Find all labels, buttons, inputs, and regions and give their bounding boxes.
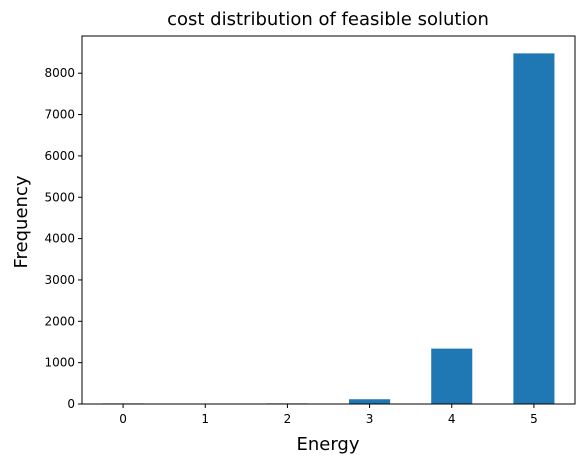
chart-title: cost distribution of feasible solution <box>167 9 489 30</box>
y-axis-label: Frequency <box>11 175 32 268</box>
y-tick-label: 7000 <box>44 108 75 122</box>
bars-group <box>102 53 555 404</box>
bar-4 <box>431 348 473 404</box>
x-tick-label: 0 <box>119 412 127 426</box>
y-tick-label: 5000 <box>44 190 75 204</box>
y-tick-label: 8000 <box>44 66 75 80</box>
y-tick-label: 2000 <box>44 314 75 328</box>
x-tick-label: 3 <box>366 412 374 426</box>
y-tick-label: 3000 <box>44 273 75 287</box>
y-tick-label: 6000 <box>44 149 75 163</box>
x-tick-label: 5 <box>530 412 538 426</box>
x-tick-label: 1 <box>201 412 209 426</box>
y-tick-label: 1000 <box>44 356 75 370</box>
x-tick-label: 4 <box>448 412 456 426</box>
bar-5 <box>513 53 555 404</box>
bar-3 <box>349 399 391 404</box>
plot-frame <box>81 35 576 405</box>
x-axis: 0 1 2 3 4 5 <box>119 404 538 426</box>
x-tick-label: 2 <box>284 412 292 426</box>
y-tick-label: 4000 <box>44 232 75 246</box>
x-axis-label: Energy <box>296 434 359 455</box>
y-axis: 0 1000 2000 3000 4000 5000 6000 7000 8000 <box>44 66 82 411</box>
y-tick-label: 0 <box>67 397 75 411</box>
